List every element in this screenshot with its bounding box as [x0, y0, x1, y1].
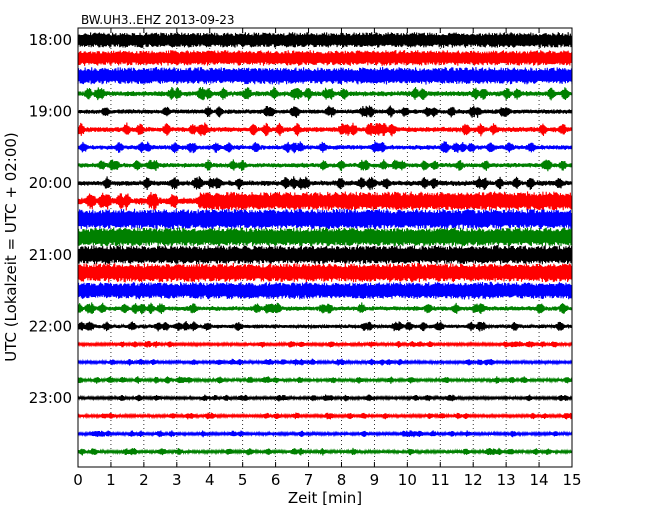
- trace-line: [77, 358, 573, 366]
- trace-line: [77, 122, 573, 137]
- trace-line: [77, 141, 573, 154]
- x-tick-label: 4: [205, 471, 215, 489]
- y-tick-label: 23:00: [29, 389, 72, 407]
- x-tick-label: 15: [562, 471, 581, 489]
- trace-line: [77, 281, 573, 300]
- trace-line: [77, 49, 573, 66]
- y-tick-label: 21:00: [29, 246, 72, 264]
- x-tick-label: 9: [370, 471, 380, 489]
- x-tick-label: 12: [464, 471, 483, 489]
- x-tick-label: 2: [139, 471, 149, 489]
- trace-line: [77, 32, 573, 48]
- trace-line: [77, 227, 573, 247]
- trace-line: [77, 376, 573, 384]
- trace-line: [77, 394, 573, 402]
- traces: [77, 32, 573, 456]
- trace-line: [77, 262, 573, 283]
- x-tick-label: 6: [271, 471, 281, 489]
- trace-line: [77, 321, 573, 332]
- trace-line: [77, 302, 573, 315]
- x-tick-label: 7: [304, 471, 314, 489]
- trace-line: [77, 191, 573, 211]
- x-tick-label: 1: [106, 471, 116, 489]
- trace-line: [77, 105, 573, 118]
- y-axis: 18:00 19:00 20:00 21:00 22:00 23:00: [29, 31, 572, 407]
- x-tick-label: 3: [172, 471, 182, 489]
- y-tick-label: 18:00: [29, 31, 72, 49]
- x-tick-label: 8: [337, 471, 347, 489]
- trace-line: [77, 340, 573, 348]
- x-tick-label: 11: [431, 471, 450, 489]
- x-tick-label: 5: [238, 471, 248, 489]
- trace-line: [77, 159, 573, 172]
- trace-line: [77, 176, 573, 191]
- trace-line: [77, 86, 573, 101]
- trace-line: [77, 208, 573, 230]
- y-tick-label: 22:00: [29, 317, 72, 335]
- x-tick-label: 10: [398, 471, 417, 489]
- x-tick-label: 0: [73, 471, 83, 489]
- trace-line: [77, 245, 573, 265]
- trace-line: [77, 430, 573, 438]
- y-tick-label: 19:00: [29, 103, 72, 121]
- y-tick-label: 20:00: [29, 174, 72, 192]
- x-tick-label: 14: [530, 471, 549, 489]
- chart-title: BW.UH3..EHZ 2013-09-23: [81, 13, 235, 27]
- x-axis-label: Zeit [min]: [288, 489, 362, 507]
- y-axis-label: UTC (Lokalzeit = UTC + 02:00): [2, 132, 20, 362]
- trace-line: [77, 66, 573, 85]
- trace-line: [77, 447, 573, 456]
- x-axis: 0 1 2 3 4 5 6 7 8 9 10 11 12 13 14 15: [73, 28, 582, 489]
- x-tick-label: 13: [497, 471, 516, 489]
- trace-line: [77, 412, 573, 420]
- plot-border: [77, 27, 573, 468]
